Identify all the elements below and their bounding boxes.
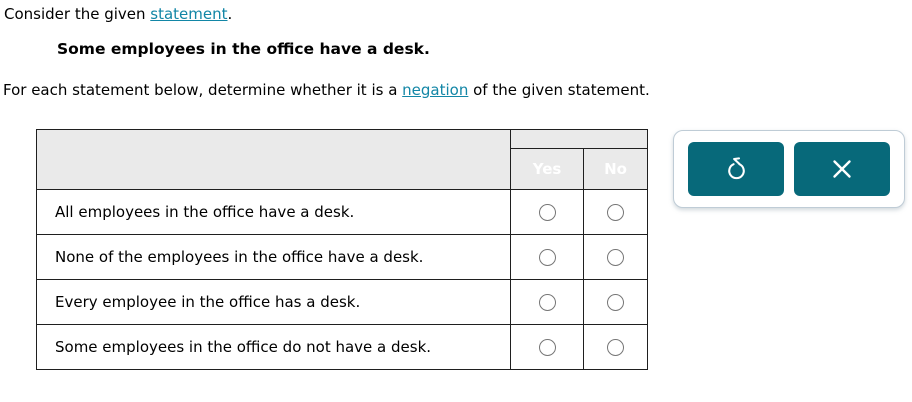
radio-yes[interactable]: [538, 249, 556, 266]
radio-no[interactable]: [607, 204, 624, 221]
table-row: Every employee in the office has a desk.: [36, 279, 648, 325]
intro-prefix: Consider the given: [4, 5, 151, 23]
table-spacer-cell: [510, 129, 648, 149]
no-column-header: No: [583, 148, 648, 190]
radio-yes[interactable]: [538, 339, 556, 356]
close-icon: [830, 157, 854, 181]
undo-icon: [723, 156, 750, 183]
yes-column-header: Yes: [510, 148, 584, 190]
instruction-suffix: of the given statement.: [468, 81, 650, 99]
given-statement: Some employees in the office have a desk…: [57, 40, 430, 58]
instruction-prefix: For each statement below, determine whet…: [3, 81, 403, 99]
statement-cell: All employees in the office have a desk.: [36, 189, 511, 235]
table-row: Some employees in the office do not have…: [36, 324, 648, 370]
statement-link[interactable]: statement: [150, 5, 228, 23]
radio-yes[interactable]: [538, 204, 556, 221]
radio-no[interactable]: [607, 339, 624, 356]
table-row: None of the employees in the office have…: [36, 234, 648, 280]
table-row: All employees in the office have a desk.: [36, 189, 648, 235]
statements-table: Yes No All employees in the office have …: [36, 129, 648, 370]
radio-no[interactable]: [607, 249, 624, 266]
undo-button[interactable]: [688, 142, 784, 196]
statement-cell: Some employees in the office do not have…: [36, 324, 511, 370]
radio-no[interactable]: [607, 294, 624, 311]
instruction-text: For each statement below, determine whet…: [3, 81, 650, 99]
intro-suffix: .: [227, 5, 233, 23]
table-corner-cell: [36, 129, 511, 190]
radio-yes[interactable]: [538, 294, 556, 311]
statement-cell: None of the employees in the office have…: [36, 234, 511, 280]
toolbar-panel: [673, 130, 905, 208]
negation-link[interactable]: negation: [402, 81, 469, 99]
statement-cell: Every employee in the office has a desk.: [36, 279, 511, 325]
intro-text: Consider the given statement.: [4, 5, 232, 23]
close-button[interactable]: [794, 142, 890, 196]
